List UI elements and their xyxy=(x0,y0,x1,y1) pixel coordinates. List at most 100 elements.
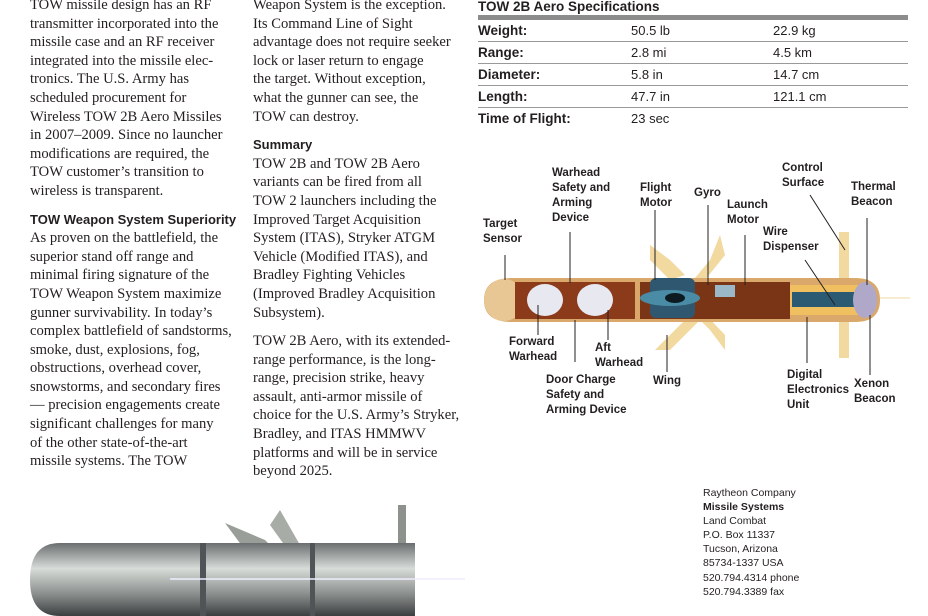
text-line: Unit xyxy=(787,399,810,411)
text-line: range performance, is the long- xyxy=(253,351,436,368)
company-name: Raytheon Company xyxy=(703,487,796,499)
text-line: Aft xyxy=(595,342,611,354)
text-line: TOW customer’s transition to xyxy=(30,164,204,181)
text-line: — precision engagements create xyxy=(30,397,221,414)
text-line: gunner survivability. In today’s xyxy=(30,304,213,321)
text-line: Motor xyxy=(640,197,672,209)
spec-label: Time of Flight: xyxy=(478,111,571,126)
text-column-2: Weapon System is the exception. Its Comma… xyxy=(253,0,459,481)
text-line: variants can be fired from all xyxy=(253,174,422,191)
text-line: Sensor xyxy=(483,233,522,245)
text-line: Wire xyxy=(763,226,788,238)
text-line: lock or laser return to engage xyxy=(253,52,424,69)
text-line: TOW 2B Aero, with its extended- xyxy=(253,333,451,350)
fax-number: 520.794.3389 fax xyxy=(703,585,785,598)
text-line: missile systems. The TOW xyxy=(30,453,188,470)
unit-name: Land Combat xyxy=(703,515,767,528)
text-line: Xenon xyxy=(854,378,890,390)
po-box: P.O. Box 11337 xyxy=(703,529,775,542)
spec-imperial-value: 2.8 mi xyxy=(631,45,667,60)
text-line: choice for the U.S. Army’s Stryker, xyxy=(253,407,460,424)
spec-imperial-value: 50.5 lb xyxy=(631,23,671,38)
text-line: Improved Target Acquisition xyxy=(253,211,421,228)
contact-address: Raytheon Company Missile Systems Land Co… xyxy=(703,486,799,599)
text-line: minimal firing signature of the xyxy=(30,267,210,284)
paragraph: TOW missile design has an RF transmitter … xyxy=(30,0,236,201)
label-launch-motor: Launch Motor xyxy=(727,198,768,228)
missile-cutaway-illustration xyxy=(484,194,910,375)
text-line: advantage does not require seeker xyxy=(253,34,451,51)
text-line: Wing xyxy=(653,375,681,387)
text-line: the target. Without exception, xyxy=(253,71,426,88)
label-control-surface: Control Surface xyxy=(782,161,824,191)
paragraph: As proven on the battlefield, the superio… xyxy=(30,229,236,471)
text-line: Target xyxy=(483,218,518,230)
label-flight-motor: Flight Motor xyxy=(640,181,672,211)
text-line: Motor xyxy=(727,214,759,226)
text-line: Warhead xyxy=(552,167,601,179)
divider xyxy=(478,15,908,20)
text-line: System (ITAS), Stryker ATGM xyxy=(253,230,436,247)
division-name: Missile Systems xyxy=(703,501,785,514)
spec-row: Time of Flight: 23 sec xyxy=(478,108,908,129)
spec-metric-value: 22.9 kg xyxy=(773,23,816,38)
text-line: Door Charge xyxy=(546,374,616,386)
label-digital-electronics-unit: Digital Electronics Unit xyxy=(787,368,849,413)
text-line: Its Command Line of Sight xyxy=(253,15,413,32)
text-line: superior stand off range and xyxy=(30,248,194,265)
paragraph: TOW 2B and TOW 2B Aero variants can be fi… xyxy=(253,155,459,322)
text-line: Wireless TOW 2B Aero Missiles xyxy=(30,108,222,125)
zip-code: 85734-1337 USA xyxy=(703,557,784,570)
spec-row: Diameter: 5.8 in 14.7 cm xyxy=(478,64,908,86)
text-line: Safety and xyxy=(552,182,611,194)
text-line: Bradley, and ITAS HMMWV xyxy=(253,426,426,443)
text-line: beyond 2025. xyxy=(253,463,333,480)
text-line: Warhead xyxy=(595,357,644,369)
text-line: snowstorms, and secondary fires xyxy=(30,378,221,395)
text-line: Weapon System is the exception. xyxy=(253,0,446,13)
spec-row: Weight: 50.5 lb 22.9 kg xyxy=(478,20,908,42)
text-line: Surface xyxy=(782,177,825,189)
text-line: TOW 2B and TOW 2B Aero xyxy=(253,155,420,172)
spec-metric-value: 14.7 cm xyxy=(773,67,820,82)
label-forward-warhead: Forward Warhead xyxy=(509,335,557,365)
spec-row: Length: 47.7 in 121.1 cm xyxy=(478,86,908,108)
text-line: Beacon xyxy=(854,393,896,405)
spec-imperial-value: 23 sec xyxy=(631,111,670,126)
text-line: platforms and will be in service xyxy=(253,444,438,461)
text-line: Digital xyxy=(787,369,823,381)
missile-cutaway-diagram: Target Sensor Warhead Safety and Arming Devi… xyxy=(470,150,920,430)
text-line: missile case and an RF receiver xyxy=(30,34,215,51)
section-heading: Summary xyxy=(253,137,313,153)
text-line: in 2007–2009. Since no launcher xyxy=(30,127,223,144)
text-line: range, precision strike, heavy xyxy=(253,370,425,387)
spec-imperial-value: 47.7 in xyxy=(631,89,671,104)
text-line: TOW missile design has an RF xyxy=(30,0,212,13)
phone-number: 520.794.4314 phone xyxy=(703,571,800,584)
label-wire-dispenser: Wire Dispenser xyxy=(763,225,819,255)
text-line: wireless is transparent. xyxy=(30,182,164,199)
label-wing: Wing xyxy=(653,374,681,389)
label-door-charge-safety-arming-device: Door Charge Safety and Arming Device xyxy=(546,373,627,418)
missile-photo xyxy=(30,505,465,616)
label-thermal-beacon: Thermal Beacon xyxy=(851,180,896,210)
spec-label: Range: xyxy=(478,45,524,60)
text-column-1: TOW missile design has an RF transmitter … xyxy=(30,0,236,471)
paragraph: Weapon System is the exception. Its Comma… xyxy=(253,0,459,126)
text-line: Forward xyxy=(509,336,555,348)
label-gyro: Gyro xyxy=(694,186,721,201)
text-line: transmitter incorporated into the xyxy=(30,15,219,32)
text-line: As proven on the battlefield, the xyxy=(30,230,219,247)
text-line: Device xyxy=(552,212,590,224)
paragraph: TOW 2B Aero, with its extended-range per… xyxy=(253,332,459,481)
spec-label: Weight: xyxy=(478,23,528,38)
text-line: Thermal xyxy=(851,181,896,193)
text-line: Electronics xyxy=(787,384,849,396)
specifications-title: TOW 2B Aero Specifications xyxy=(478,0,660,14)
text-line: Safety and xyxy=(546,389,605,401)
text-line: tronics. The U.S. Army has xyxy=(30,71,190,88)
text-line: significant challenges for many xyxy=(30,416,214,433)
text-line: Beacon xyxy=(851,196,893,208)
text-line: Bradley Fighting Vehicles xyxy=(253,267,406,284)
text-line: Arming Device xyxy=(546,404,627,416)
